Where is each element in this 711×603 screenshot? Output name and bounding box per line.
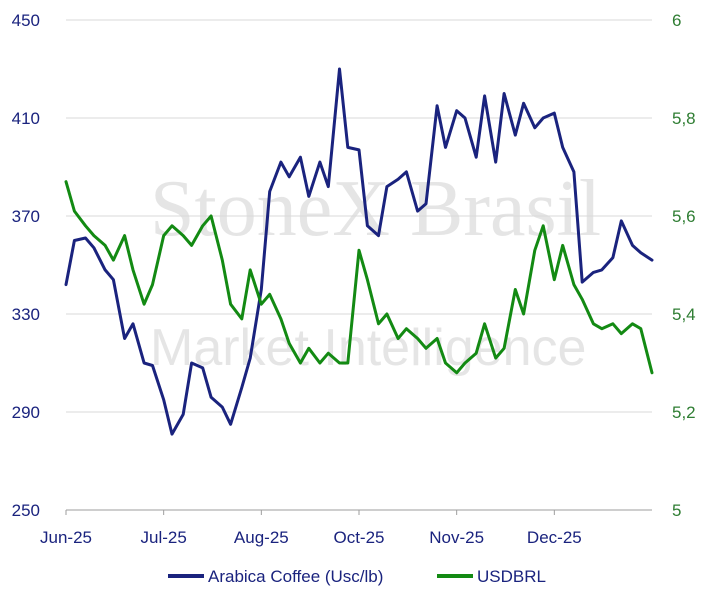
y-right-tick-label: 5,2 <box>672 403 696 422</box>
legend: Arabica Coffee (Usc/lb) USDBRL <box>168 567 546 586</box>
series-line-usdbrl <box>64 180 654 375</box>
y-right-tick-label: 5,8 <box>672 109 696 128</box>
x-tick-label: Aug-25 <box>234 528 289 547</box>
watermark-line1: StoneX Brasil <box>150 165 601 253</box>
watermark: StoneX Brasil Market Intelligence <box>150 165 601 377</box>
legend-label: USDBRL <box>477 567 546 586</box>
watermark-line2: Market Intelligence <box>150 319 586 377</box>
y-right-tick-label: 5 <box>672 501 681 520</box>
x-tick-label: Oct-25 <box>333 528 384 547</box>
y-right-tick-label: 5,6 <box>672 207 696 226</box>
series-layer <box>64 67 654 436</box>
y-left-tick-label: 370 <box>12 207 40 226</box>
y-right-tick-label: 6 <box>672 11 681 30</box>
y-left-tick-label: 410 <box>12 109 40 128</box>
x-tick-label: Nov-25 <box>429 528 484 547</box>
y-left-tick-label: 290 <box>12 403 40 422</box>
y-left-tick-label: 450 <box>12 11 40 30</box>
x-tick-label: Dec-25 <box>527 528 582 547</box>
y-left-tick-label: 250 <box>12 501 40 520</box>
x-tick-label: Jul-25 <box>141 528 187 547</box>
axes: 250 290 330 370 410 450 5 5,2 5,4 5,6 5,8 6 Jun-25 Ju… <box>12 11 696 547</box>
x-tick-label: Jun-25 <box>40 528 92 547</box>
y-left-tick-label: 330 <box>12 305 40 324</box>
series-line-arabica-coffee <box>64 67 654 436</box>
legend-label: Arabica Coffee (Usc/lb) <box>208 567 383 586</box>
y-right-tick-label: 5,4 <box>672 305 696 324</box>
